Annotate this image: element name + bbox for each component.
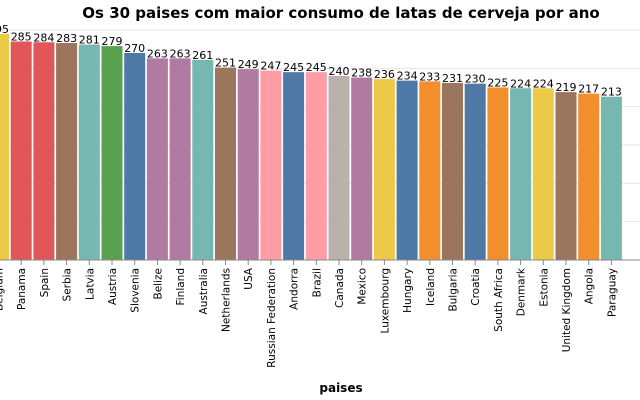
x-tick-label: Australia [198,268,210,314]
bars [0,33,622,261]
bar-luxembourg[interactable] [373,79,395,260]
data-label: 230 [465,73,486,86]
data-label: 281 [79,34,100,47]
bar-slovenia[interactable] [124,53,146,260]
x-tick-label: Panama [16,268,28,310]
x-tick-label: Belize [152,268,164,299]
x-tick-label: United Kingdom [561,268,573,352]
bar-canada[interactable] [328,76,350,260]
x-tick-label: Denmark [516,267,528,316]
data-label: 263 [170,47,191,60]
x-tick-label: Serbia [62,268,74,301]
x-tick-label: Andorra [289,268,301,310]
bar-latvia[interactable] [78,44,100,260]
bar-paraguay[interactable] [600,96,622,260]
bar-austria[interactable] [101,46,123,260]
bar-angola[interactable] [578,93,600,260]
x-tick-label: Canada [334,268,346,308]
bar-hungary[interactable] [396,80,418,260]
bar-denmark[interactable] [510,88,532,261]
bar-andorra[interactable] [283,72,305,261]
x-tick-label: Spain [39,268,51,297]
x-tick-label: South Africa [493,268,505,332]
data-label: 236 [374,68,395,81]
x-tick-label: Russian Federation [266,268,278,368]
x-tick-label: Hungary [402,268,414,313]
data-label: 295 [0,23,9,36]
x-tick-label: USA [243,267,255,290]
data-label: 245 [306,61,327,74]
bar-united-kingdom[interactable] [555,92,577,260]
bar-russian-federation[interactable] [260,70,282,260]
x-ticks: Belgium Panama Spain Serbia Latvia Austria Slo… [0,260,618,368]
x-tick-label: Latvia [84,268,96,300]
data-label: 245 [283,61,304,74]
x-tick-label: Netherlands [221,268,233,332]
x-tick-label: Bulgaria [448,268,460,312]
chart-title: Os 30 paises com maior consumo de latas … [82,4,599,22]
x-tick-label: Angola [584,268,596,304]
data-label: 261 [192,49,213,62]
data-label: 231 [442,72,463,85]
bar-finland[interactable] [169,58,191,260]
bar-usa[interactable] [237,69,259,260]
data-label: 224 [533,77,554,90]
bar-netherlands[interactable] [215,67,236,260]
bar-south-africa[interactable] [487,87,509,261]
data-label: 213 [601,86,622,99]
x-tick-label: Finland [175,268,187,306]
bar-serbia[interactable] [56,43,78,261]
data-label: 225 [487,77,508,90]
data-label: 233 [419,70,440,83]
x-tick-label: Slovenia [130,268,142,313]
bar-croatia[interactable] [464,83,486,261]
bar-estonia[interactable] [532,88,554,261]
bar-spain[interactable] [33,42,55,261]
data-label: 263 [147,47,168,60]
data-label: 284 [33,31,54,44]
x-axis-title: paises [319,381,362,395]
data-label: 219 [556,81,577,94]
data-label: 238 [351,67,372,80]
data-label: 249 [238,58,259,71]
data-label: 217 [578,83,599,96]
data-label: 270 [124,42,145,55]
bar-belgium[interactable] [0,33,9,261]
data-label: 247 [260,60,281,73]
x-tick-label: Luxembourg [379,268,391,333]
data-label: 279 [102,35,123,48]
bar-brazil[interactable] [305,72,327,261]
x-tick-label: Belgium [0,268,6,311]
bar-australia[interactable] [192,59,214,261]
bar-mexico[interactable] [351,77,373,261]
data-labels: 2952852842832812792702632632612512492472… [0,23,622,99]
data-label: 251 [215,57,236,70]
x-tick-label: Brazil [311,268,323,297]
x-tick-label: Paraguay [606,268,618,317]
bar-belize[interactable] [146,58,168,260]
data-label: 285 [11,31,32,44]
x-tick-label: Mexico [357,268,369,305]
x-tick-label: Croatia [470,268,482,306]
bar-iceland[interactable] [419,81,441,260]
bar-bulgaria[interactable] [442,82,463,261]
x-tick-label: Austria [107,268,119,305]
x-tick-label: Estonia [538,268,550,307]
data-label: 234 [397,70,418,83]
bar-panama[interactable] [10,41,32,261]
x-tick-label: Iceland [425,268,437,306]
data-label: 224 [510,77,531,90]
data-label: 240 [329,65,350,78]
data-label: 283 [56,32,77,45]
